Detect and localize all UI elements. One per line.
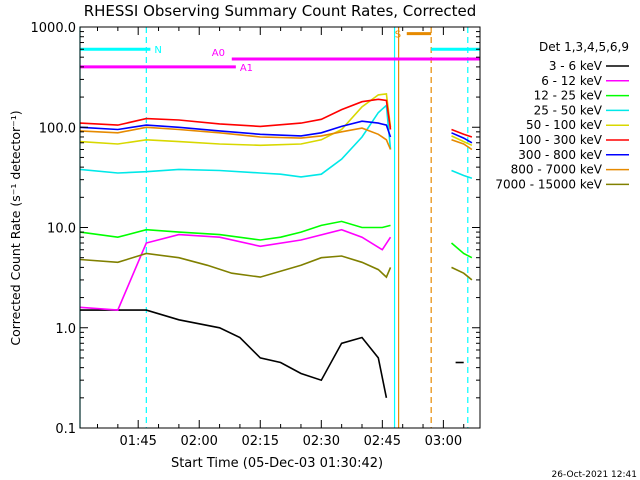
annotation-label-3: S xyxy=(395,30,401,41)
legend-label-7: 800 - 7000 keV xyxy=(511,163,603,177)
legend-label-6: 300 - 800 keV xyxy=(518,148,602,162)
legend-label-3: 25 - 50 keV xyxy=(534,103,603,117)
plot-frame xyxy=(79,26,481,429)
series-line-6 xyxy=(79,120,392,138)
series-line-1 xyxy=(79,228,392,311)
y-tick-label-0: 0.1 xyxy=(55,422,76,437)
series-line-7-segment-0 xyxy=(451,139,473,151)
legend-title: Det 1,3,4,5,6,9 xyxy=(539,40,629,54)
legend-label-2: 12 - 25 keV xyxy=(534,89,603,103)
y-tick-label-3: 100.0 xyxy=(39,121,76,136)
legend-label-5: 100 - 300 keV xyxy=(518,133,602,147)
y-tick-label-1: 1.0 xyxy=(55,322,76,337)
x-tick-label-4: 02:45 xyxy=(364,434,401,449)
x-tick-label-1: 02:00 xyxy=(180,434,217,449)
annotation-label-2: A1 xyxy=(240,63,253,74)
series-line-2 xyxy=(79,220,391,241)
series-line-8 xyxy=(79,252,392,279)
series-line-4-segment-0 xyxy=(451,135,473,147)
series-line-2-segment-0 xyxy=(450,242,473,259)
x-tick-label-5: 03:00 xyxy=(425,434,462,449)
series-line-7 xyxy=(79,126,392,150)
legend-label-0: 3 - 6 keV xyxy=(549,59,603,73)
series-line-5-segment-0 xyxy=(451,128,473,138)
series-line-3 xyxy=(79,103,392,178)
x-axis-label: Start Time (05-Dec-03 01:30:42) xyxy=(171,456,383,471)
x-axis: 01:45 02:00 02:15 02:30 02:45 03:00 xyxy=(96,27,465,449)
legend-label-4: 50 - 100 keV xyxy=(526,118,603,132)
series-line-4 xyxy=(79,93,392,147)
annotation-label-0: N xyxy=(154,45,161,56)
series-line-0 xyxy=(80,309,388,398)
chart-title: RHESSI Observing Summary Count Rates, Co… xyxy=(84,2,477,20)
series-line-6-segment-0 xyxy=(451,132,473,144)
series-line-8-segment-0 xyxy=(451,266,473,281)
y-axis: 0.1 1.0 10.0 100.0 1000.0 xyxy=(31,21,480,437)
timestamp-footer: 26-Oct-2021 12:41 xyxy=(552,470,637,480)
x-tick-label-3: 02:30 xyxy=(303,434,340,449)
y-tick-label-4: 1000.0 xyxy=(31,21,77,36)
x-tick-label-2: 02:15 xyxy=(242,434,279,449)
x-tick-label-0: 01:45 xyxy=(119,434,156,449)
plot-area: N A0 A1 S xyxy=(79,27,480,428)
y-tick-label-2: 10.0 xyxy=(47,222,76,237)
y-axis-label: Corrected Count Rate (s⁻¹ detector⁻¹) xyxy=(8,110,23,345)
annotation-label-1: A0 xyxy=(212,48,225,59)
legend-label-8: 7000 - 15000 keV xyxy=(495,177,602,191)
series-line-3-segment-0 xyxy=(451,169,473,179)
legend-label-1: 6 - 12 keV xyxy=(541,74,603,88)
series-line-5 xyxy=(79,98,392,130)
